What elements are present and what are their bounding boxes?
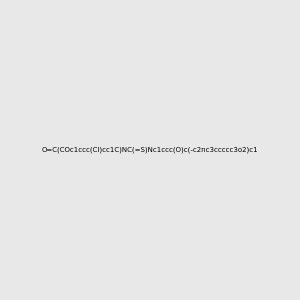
Text: O=C(COc1ccc(Cl)cc1C)NC(=S)Nc1ccc(O)c(-c2nc3ccccc3o2)c1: O=C(COc1ccc(Cl)cc1C)NC(=S)Nc1ccc(O)c(-c2…: [42, 147, 258, 153]
